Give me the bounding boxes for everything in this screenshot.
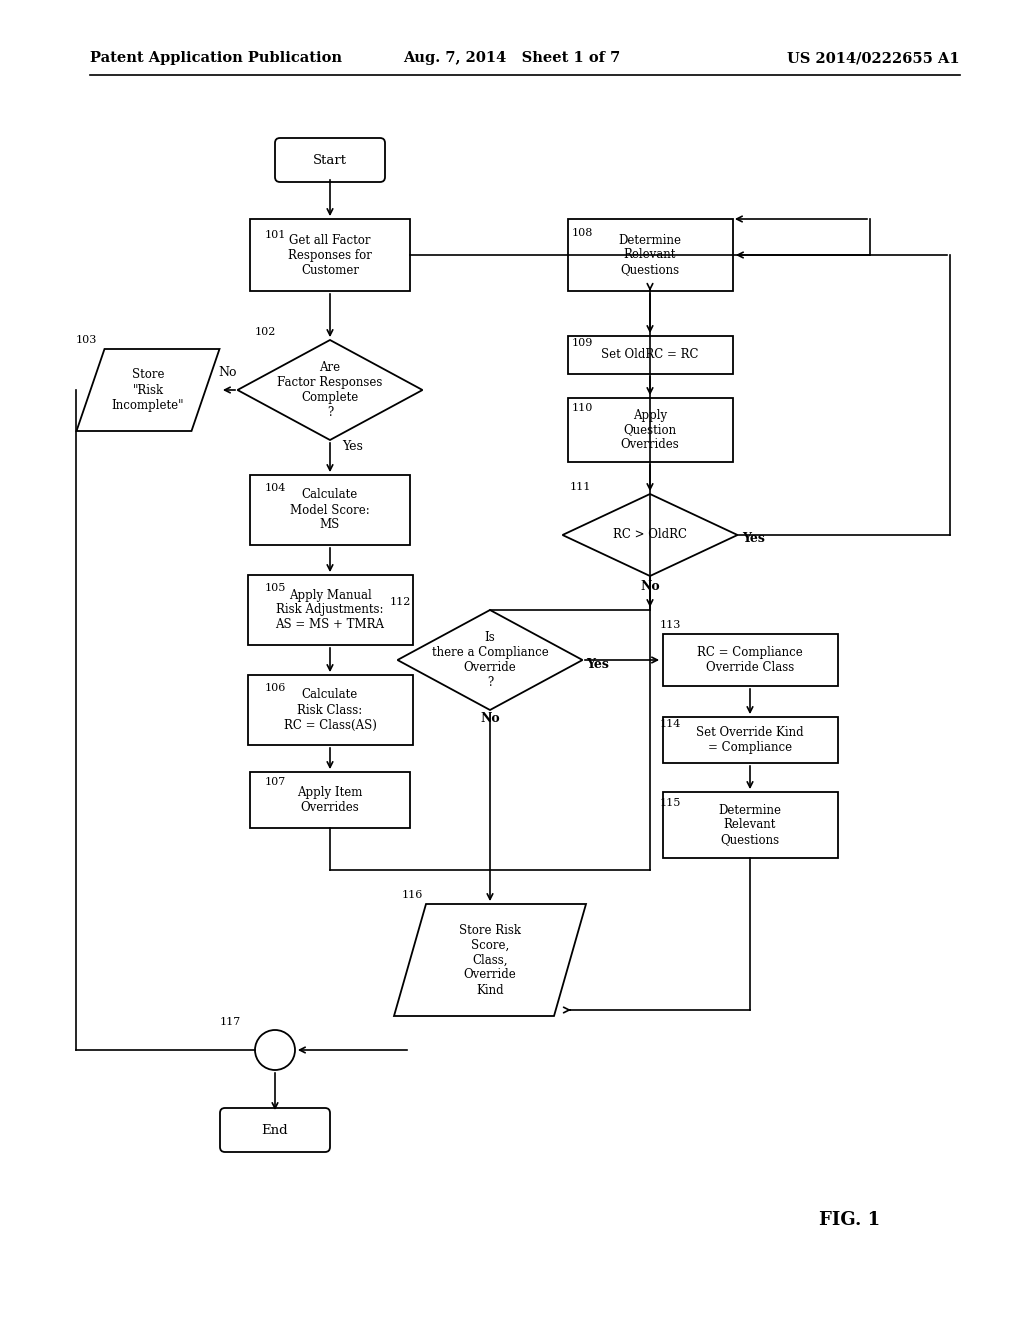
Polygon shape <box>238 341 423 440</box>
Text: 114: 114 <box>660 719 681 729</box>
Text: Patent Application Publication: Patent Application Publication <box>90 51 342 65</box>
Text: 107: 107 <box>265 777 287 787</box>
Text: 111: 111 <box>570 482 592 492</box>
Text: No: No <box>219 366 238 379</box>
Text: Yes: Yes <box>342 440 362 453</box>
Text: Yes: Yes <box>586 657 609 671</box>
Text: Are
Factor Responses
Complete
?: Are Factor Responses Complete ? <box>278 360 383 418</box>
Text: 115: 115 <box>660 799 681 808</box>
Polygon shape <box>562 494 737 576</box>
Text: Determine
Relevant
Questions: Determine Relevant Questions <box>618 234 682 276</box>
Text: 108: 108 <box>572 228 593 238</box>
Bar <box>663 717 838 763</box>
Polygon shape <box>397 610 583 710</box>
Bar <box>663 792 838 858</box>
Text: 110: 110 <box>572 403 593 413</box>
Bar <box>248 576 413 645</box>
Text: Determine
Relevant
Questions: Determine Relevant Questions <box>719 804 781 846</box>
Text: Is
there a Compliance
Override
?: Is there a Compliance Override ? <box>432 631 549 689</box>
Text: Set OldRC = RC: Set OldRC = RC <box>601 348 698 362</box>
Text: Store Risk
Score,
Class,
Override
Kind: Store Risk Score, Class, Override Kind <box>459 924 521 997</box>
Text: Store
"Risk
Incomplete": Store "Risk Incomplete" <box>112 368 184 412</box>
Text: US 2014/0222655 A1: US 2014/0222655 A1 <box>787 51 961 65</box>
Bar <box>567 337 732 374</box>
Text: 103: 103 <box>76 335 97 345</box>
Text: 117: 117 <box>220 1016 242 1027</box>
Text: RC = Compliance
Override Class: RC = Compliance Override Class <box>697 645 803 675</box>
Circle shape <box>255 1030 295 1071</box>
Bar <box>250 219 410 290</box>
Text: 106: 106 <box>265 682 287 693</box>
Text: 101: 101 <box>265 230 287 240</box>
Bar <box>250 475 410 545</box>
Bar <box>567 399 732 462</box>
Text: 102: 102 <box>255 327 276 337</box>
Bar <box>567 219 732 290</box>
Text: Apply Manual
Risk Adjustments:
AS = MS + TMRA: Apply Manual Risk Adjustments: AS = MS +… <box>275 589 384 631</box>
FancyBboxPatch shape <box>275 139 385 182</box>
Text: Calculate
Risk Class:
RC = Class(AS): Calculate Risk Class: RC = Class(AS) <box>284 689 377 731</box>
Text: Get all Factor
Responses for
Customer: Get all Factor Responses for Customer <box>288 234 372 276</box>
Text: 113: 113 <box>660 620 681 630</box>
Text: 112: 112 <box>390 597 412 607</box>
Bar <box>663 634 838 686</box>
Text: FIG. 1: FIG. 1 <box>819 1210 881 1229</box>
Bar <box>250 772 410 828</box>
Polygon shape <box>77 348 219 432</box>
Text: No: No <box>480 711 500 725</box>
Text: 116: 116 <box>402 890 423 900</box>
Text: Yes: Yes <box>742 532 765 545</box>
Text: Calculate
Model Score:
MS: Calculate Model Score: MS <box>290 488 370 532</box>
Text: No: No <box>640 581 659 594</box>
Text: Set Override Kind
= Compliance: Set Override Kind = Compliance <box>696 726 804 754</box>
Text: 109: 109 <box>572 338 593 348</box>
Text: Start: Start <box>313 153 347 166</box>
Text: Apply
Question
Overrides: Apply Question Overrides <box>621 408 679 451</box>
Bar <box>248 675 413 744</box>
Polygon shape <box>394 904 586 1016</box>
Text: RC > OldRC: RC > OldRC <box>613 528 687 541</box>
Text: Apply Item
Overrides: Apply Item Overrides <box>297 785 362 814</box>
Text: End: End <box>262 1123 289 1137</box>
Text: 105: 105 <box>265 583 287 593</box>
Text: 104: 104 <box>265 483 287 492</box>
Text: Aug. 7, 2014   Sheet 1 of 7: Aug. 7, 2014 Sheet 1 of 7 <box>403 51 621 65</box>
FancyBboxPatch shape <box>220 1107 330 1152</box>
